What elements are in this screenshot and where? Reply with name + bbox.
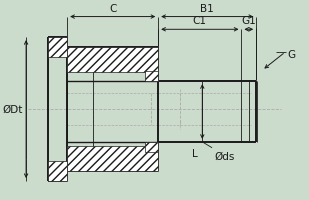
Bar [67, 146, 158, 171]
Bar [145, 72, 158, 82]
Text: C1: C1 [193, 16, 207, 26]
Text: L: L [192, 148, 197, 158]
Text: B1: B1 [200, 4, 214, 14]
Bar [67, 48, 158, 73]
Text: Øds: Øds [214, 151, 235, 161]
Bar [145, 142, 158, 152]
Bar [48, 162, 67, 181]
Text: G: G [287, 50, 296, 59]
Text: C: C [109, 4, 116, 14]
Text: ØDt: ØDt [3, 105, 23, 115]
Text: G1: G1 [241, 16, 256, 26]
Bar [48, 38, 67, 57]
